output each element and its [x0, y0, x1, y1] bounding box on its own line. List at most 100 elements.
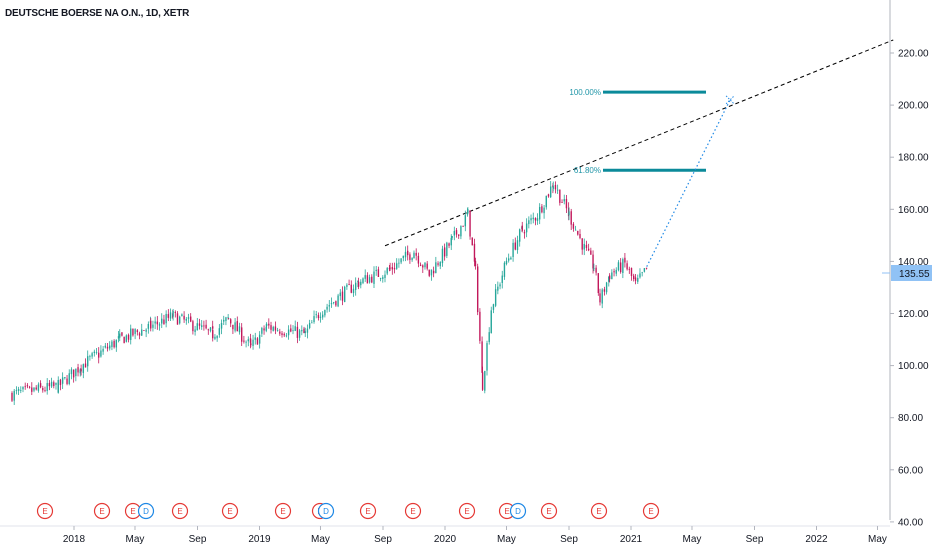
x-tick-label: May — [683, 534, 702, 545]
candle-body — [337, 295, 339, 307]
candle-body — [330, 303, 333, 305]
candle-body — [512, 242, 514, 257]
candle-body — [238, 326, 241, 333]
candle-body — [441, 248, 444, 264]
candle-body — [328, 305, 330, 307]
earnings-badge — [642, 502, 660, 520]
dividend-badge — [509, 502, 527, 520]
candle-body — [80, 368, 82, 372]
candle-body — [538, 207, 541, 220]
candle-body — [176, 313, 179, 325]
candle-body — [469, 210, 471, 237]
candle-body — [158, 324, 161, 326]
candle-body — [362, 278, 364, 284]
dividend-badge-label: D — [143, 507, 149, 516]
candle-body — [243, 340, 245, 342]
candle-body — [499, 284, 501, 287]
candle-body — [518, 229, 521, 242]
candle-body — [549, 186, 552, 198]
candle-body — [628, 268, 631, 270]
candle-body — [352, 288, 355, 294]
candle-body — [104, 345, 107, 348]
candle-body — [143, 330, 145, 331]
candle-body — [117, 336, 120, 339]
candle-body — [304, 331, 306, 333]
candle-body — [634, 277, 637, 281]
candle-body — [422, 265, 424, 268]
candle-body — [24, 386, 26, 388]
candle-body — [220, 322, 223, 329]
candle-body — [432, 270, 435, 274]
candle-body — [501, 275, 503, 283]
candle-body — [125, 335, 128, 342]
candle-body — [561, 202, 563, 203]
candle-body — [31, 387, 33, 392]
candle-body — [48, 382, 51, 387]
earnings-badge — [36, 502, 54, 520]
projection-line — [646, 99, 731, 267]
candle-body — [565, 198, 568, 209]
candle-body — [563, 199, 565, 202]
earnings-badge — [590, 502, 608, 520]
candle-body — [119, 333, 121, 338]
x-tick-label: May — [126, 534, 145, 545]
candle-body — [645, 267, 648, 269]
candle-body — [554, 184, 557, 190]
candle-body — [389, 267, 391, 269]
candle-body — [624, 257, 626, 263]
candle-body — [296, 326, 299, 338]
candle-body — [396, 263, 398, 269]
candle-body — [488, 332, 490, 343]
candle-body — [393, 267, 396, 270]
candle-body — [386, 268, 388, 274]
candle-body — [308, 323, 311, 329]
candle-body — [492, 304, 495, 310]
candle-body — [545, 195, 547, 208]
candle-body — [572, 223, 575, 229]
candle-body — [622, 259, 624, 274]
candle-body — [350, 284, 352, 293]
candle-body — [70, 369, 73, 375]
y-tick-label: 80.00 — [898, 413, 923, 424]
candle-body — [279, 331, 281, 334]
candle-body — [464, 215, 467, 227]
earnings-badge-label: E — [464, 507, 469, 516]
candle-body — [261, 328, 263, 334]
earnings-badge — [540, 502, 558, 520]
candle-body — [543, 207, 545, 214]
x-tick-label: Sep — [560, 534, 578, 545]
candle-body — [167, 314, 170, 318]
candle-body — [315, 314, 317, 316]
candle-body — [187, 317, 190, 319]
candle-body — [503, 262, 506, 277]
candle-body — [601, 289, 603, 304]
candle-body — [348, 284, 350, 286]
candle-body — [301, 330, 303, 332]
candle-body — [136, 330, 139, 333]
candle-body — [481, 341, 483, 373]
candle-body — [265, 326, 267, 331]
candle-body — [391, 267, 394, 270]
candle-body — [357, 281, 360, 287]
candle-body — [130, 328, 132, 340]
earnings-badge — [171, 502, 189, 520]
y-tick-label: 160.00 — [898, 205, 929, 216]
candle-body — [247, 339, 249, 342]
candle-body — [507, 258, 510, 261]
candle-body — [341, 291, 344, 301]
x-tick-label: Sep — [189, 534, 207, 545]
candle-body — [626, 263, 628, 270]
earnings-badge-label: E — [99, 507, 104, 516]
earnings-badge-label: E — [365, 507, 370, 516]
x-tick-label: 2021 — [620, 534, 643, 545]
earnings-badge — [274, 502, 292, 520]
candle-body — [402, 255, 405, 259]
candle-body — [147, 323, 150, 329]
candle-body — [319, 316, 322, 318]
candle-body — [409, 254, 411, 260]
candle-body — [476, 266, 479, 313]
candle-body — [583, 243, 585, 250]
candle-body — [141, 329, 143, 336]
candle-body — [245, 341, 247, 343]
